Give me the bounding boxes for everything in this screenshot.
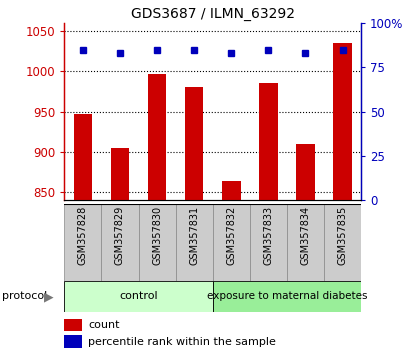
Bar (213, 281, 361, 312)
Bar (139, 204, 176, 281)
Text: protocol: protocol (2, 291, 47, 302)
Bar (287, 204, 324, 281)
Bar (73, 114, 92, 200)
Bar (101, 204, 139, 281)
Bar (64, 319, 82, 331)
Text: count: count (88, 320, 120, 330)
Bar (64, 335, 82, 348)
Text: exposure to maternal diabetes: exposure to maternal diabetes (207, 291, 367, 302)
Bar (64, 281, 213, 312)
Bar (222, 181, 241, 200)
Bar (259, 83, 278, 200)
Bar (296, 144, 315, 200)
Text: GSM357835: GSM357835 (337, 206, 347, 265)
Text: percentile rank within the sample: percentile rank within the sample (88, 337, 276, 347)
Text: GSM357829: GSM357829 (115, 206, 125, 265)
Text: GSM357830: GSM357830 (152, 206, 162, 265)
Text: GSM357831: GSM357831 (189, 206, 199, 265)
Bar (148, 74, 166, 200)
Bar (324, 204, 361, 281)
Text: GSM357833: GSM357833 (264, 206, 273, 265)
Bar (213, 204, 250, 281)
Bar (176, 204, 213, 281)
Bar (185, 87, 203, 200)
Bar (111, 148, 129, 200)
Bar (250, 204, 287, 281)
Text: GSM357832: GSM357832 (226, 206, 236, 265)
Bar (333, 43, 352, 200)
Bar (64, 204, 101, 281)
Text: ▶: ▶ (44, 290, 53, 303)
Title: GDS3687 / ILMN_63292: GDS3687 / ILMN_63292 (131, 7, 295, 21)
Text: GSM357834: GSM357834 (300, 206, 310, 265)
Text: GSM357828: GSM357828 (78, 206, 88, 265)
Text: control: control (119, 291, 158, 302)
